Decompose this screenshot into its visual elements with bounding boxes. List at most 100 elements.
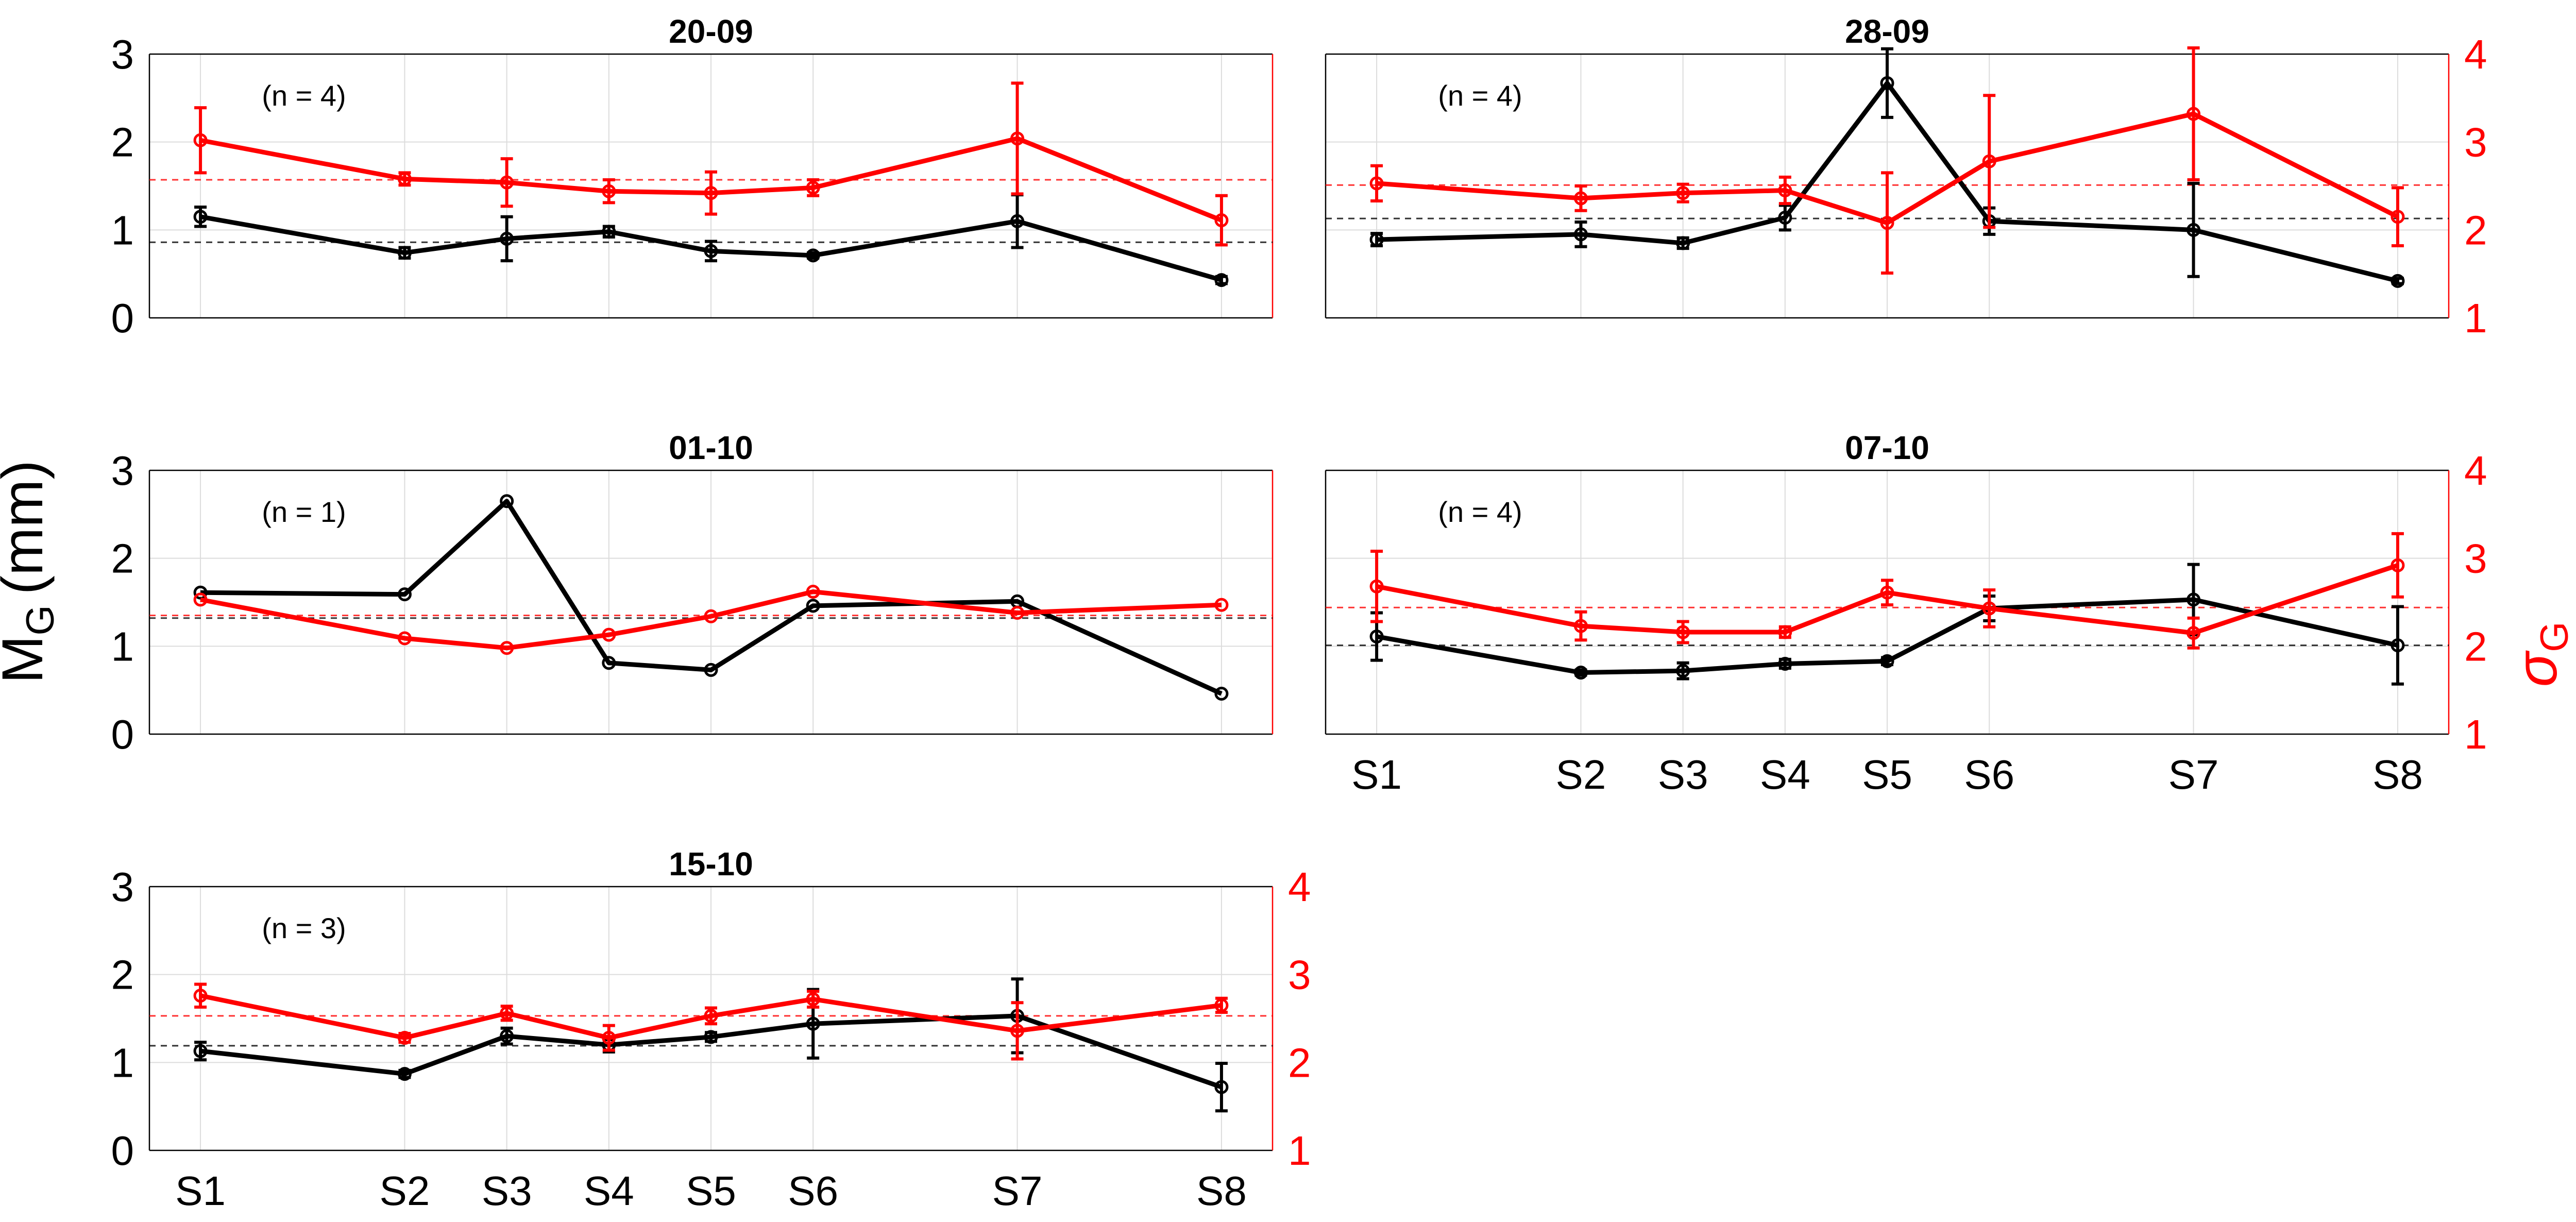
y-axis-right-label-subscript: G [2533, 622, 2576, 652]
y-right-tick-label: 2 [2464, 623, 2487, 669]
panel-title: 01-10 [669, 429, 753, 466]
panel-sample-note: (n = 1) [262, 496, 346, 528]
point-sigma_G-S6 [1982, 154, 1996, 168]
point-sigma_G-S5 [704, 1009, 718, 1023]
point-sigma_G-S4 [602, 1031, 616, 1045]
point-M_G-S1 [1369, 232, 1384, 247]
point-M_G-S4 [602, 225, 616, 239]
y-right-tick-label: 3 [2464, 120, 2487, 165]
series-line-M_G [1376, 80, 2398, 283]
y-right-tick-label: 1 [2464, 295, 2487, 341]
series-line-M_G [200, 214, 1223, 282]
point-sigma_G-S3 [500, 1006, 514, 1021]
point-sigma_G-S6 [806, 585, 820, 599]
point-M_G-S1 [1369, 630, 1384, 644]
y-left-tick-label: 2 [111, 120, 134, 165]
series-line-M_G [200, 499, 1223, 696]
point-sigma_G-S6 [806, 992, 820, 1006]
point-M_G-S5 [1880, 76, 1894, 90]
y-left-tick-label: 1 [111, 1040, 134, 1085]
point-sigma_G-S8 [2391, 210, 2405, 224]
point-sigma_G-S4 [1778, 183, 1792, 198]
point-sigma_G-S3 [500, 641, 514, 655]
x-tick-label: S5 [686, 1168, 736, 1214]
x-tick-label: S2 [1556, 752, 1606, 797]
point-M_G-S3 [500, 231, 514, 246]
point-sigma_G-S3 [500, 175, 514, 190]
point-M_G-S7 [2187, 592, 2201, 607]
point-M_G-S7 [2187, 223, 2201, 237]
y-axis-left-label-unit: (mm) [0, 460, 55, 595]
chart-panels: 20-09 (n = 4) 0 1 2 3 28-09 (n = 4) 1 2 3 4 01-10 (n … [111, 13, 2487, 1214]
series-line-M_G [200, 1013, 1223, 1090]
point-M_G-S3 [1676, 236, 1690, 250]
panel-sample-note: (n = 4) [1438, 79, 1522, 112]
y-left-tick-label: 3 [111, 31, 134, 77]
y-left-tick-label: 2 [111, 536, 134, 582]
series-line-M_G [1376, 597, 2398, 675]
point-M_G-S8 [2391, 638, 2405, 653]
point-M_G-S5 [1880, 654, 1894, 668]
point-sigma_G-S4 [602, 184, 616, 198]
y-left-tick-label: 2 [111, 952, 134, 998]
chart-panel-01-10: 01-10 (n = 1) 0 1 2 3 [111, 429, 1274, 757]
point-sigma_G-S8 [2391, 558, 2405, 572]
point-M_G-S8 [1214, 273, 1229, 287]
y-right-tick-label: 3 [2464, 536, 2487, 582]
point-M_G-S4 [1778, 210, 1792, 225]
series-line-sigma_G [200, 993, 1222, 1041]
point-M_G-S1 [193, 210, 208, 224]
point-sigma_G-S2 [397, 172, 412, 186]
panel-title: 15-10 [669, 845, 753, 882]
panel-title: 07-10 [1845, 429, 1929, 466]
y-right-tick-label: 4 [1288, 864, 1311, 910]
panel-title: 28-09 [1845, 13, 1929, 50]
point-M_G-S1 [193, 1044, 208, 1058]
point-M_G-S6 [806, 1016, 820, 1031]
x-tick-label: S8 [2372, 752, 2423, 797]
point-sigma_G-S7 [2187, 626, 2201, 640]
x-tick-label: S6 [1964, 752, 2014, 797]
point-sigma_G-S6 [806, 180, 820, 195]
point-M_G-S3 [1676, 664, 1690, 678]
y-axis-right-label: σG [2504, 622, 2576, 687]
y-right-tick-label: 2 [1288, 1040, 1311, 1085]
point-M_G-S2 [397, 587, 412, 602]
point-sigma_G-S1 [1369, 176, 1384, 191]
x-tick-label: S4 [1760, 752, 1810, 797]
point-M_G-S2 [397, 246, 412, 260]
y-left-tick-label: 0 [111, 711, 134, 757]
y-right-tick-label: 3 [1288, 952, 1311, 998]
point-M_G-S4 [1778, 656, 1792, 671]
point-sigma_G-S1 [193, 133, 208, 147]
series-line-sigma_G [200, 136, 1223, 223]
point-sigma_G-S8 [1214, 598, 1229, 612]
series-line-sigma_G [200, 589, 1222, 651]
point-sigma_G-S7 [1010, 131, 1025, 146]
point-sigma_G-S3 [1676, 186, 1690, 200]
x-tick-label: S6 [788, 1168, 838, 1214]
point-sigma_G-S5 [1880, 585, 1894, 600]
point-M_G-S7 [1010, 214, 1025, 228]
point-M_G-S2 [397, 1067, 412, 1081]
point-sigma_G-S2 [397, 1031, 412, 1045]
y-right-tick-label: 4 [2464, 31, 2487, 77]
panel-sample-note: (n = 3) [262, 912, 346, 944]
point-M_G-S8 [1214, 686, 1229, 701]
point-sigma_G-S5 [704, 186, 718, 200]
point-sigma_G-S6 [1982, 601, 1996, 616]
point-sigma_G-S7 [1010, 605, 1025, 620]
x-tick-label: S7 [2168, 752, 2219, 797]
x-tick-label: S4 [584, 1168, 634, 1214]
y-axis-left-label: MG (mm) [0, 460, 62, 684]
panel-sample-note: (n = 4) [262, 79, 346, 112]
x-tick-label: S2 [380, 1168, 430, 1214]
y-axis-left-label-subscript: G [19, 605, 62, 635]
y-right-tick-label: 1 [1288, 1128, 1311, 1174]
chart-panel-15-10: 15-10 (n = 3) 0 1 2 3 1 2 3 4 S1 S2 S3 S4 S5 S6 S7 S8 [111, 845, 1311, 1214]
series-line-sigma_G [1376, 563, 2399, 636]
point-sigma_G-S1 [193, 989, 208, 1003]
y-left-tick-label: 1 [111, 623, 134, 669]
point-M_G-S5 [704, 663, 718, 677]
point-sigma_G-S1 [1369, 579, 1384, 593]
